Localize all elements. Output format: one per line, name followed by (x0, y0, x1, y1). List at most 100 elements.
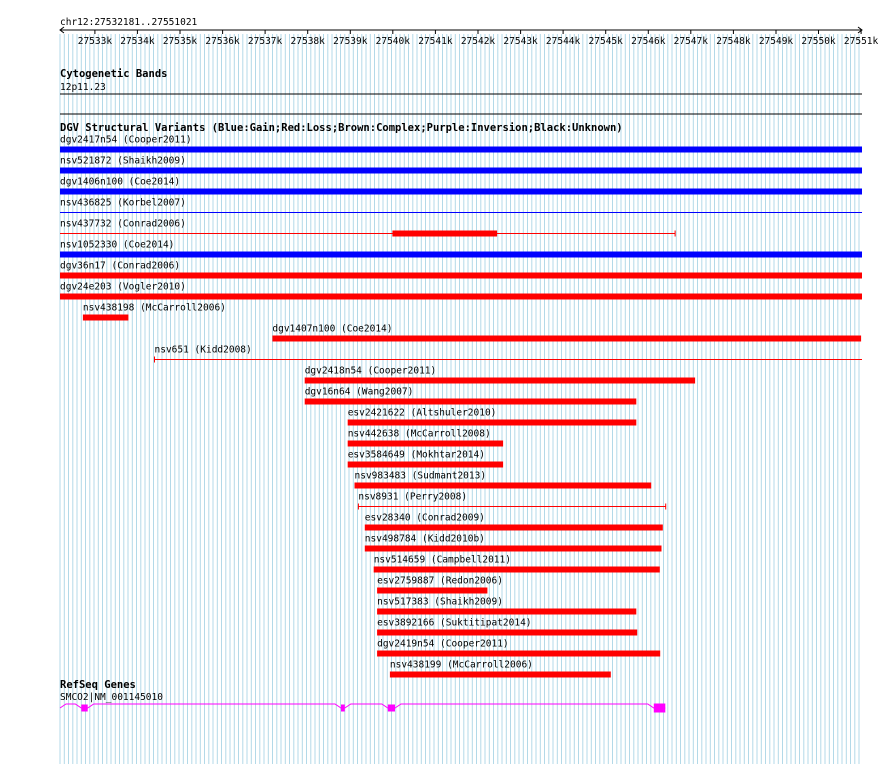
ruler-tick-label: 27549k (759, 36, 794, 47)
variant-label: nsv437732 (Conrad2006) (60, 219, 186, 230)
variant-label: esv2759887 (Redon2006) (377, 576, 503, 587)
variant-feature[interactable]: dgv16n64 (Wang2007) (304, 387, 637, 405)
ruler-axis (59, 26, 863, 34)
variant-block[interactable] (392, 230, 498, 237)
variant-bar[interactable] (347, 419, 637, 426)
ruler-left-arrow (59, 26, 65, 34)
variant-label: nsv8931 (Perry2008) (358, 492, 467, 503)
variant-feature[interactable]: nsv438199 (McCarroll2006) (389, 660, 611, 678)
gene-exon[interactable] (387, 704, 395, 712)
variant-feature[interactable]: nsv8931 (Perry2008) (357, 492, 667, 510)
variant-feature[interactable]: nsv521872 (Shaikh2009) (60, 156, 862, 174)
ruler-tick-label: 27536k (205, 36, 240, 47)
variant-feature[interactable]: nsv442638 (McCarroll2008) (347, 429, 504, 447)
variant-label: nsv514659 (Campbell2011) (374, 555, 511, 566)
variant-feature[interactable]: dgv1407n100 (Coe2014) (272, 324, 862, 342)
ruler-tick-label: 27533k (78, 36, 113, 47)
variant-bar[interactable] (347, 440, 504, 447)
variant-feature[interactable]: esv3892166 (Suktitipat2014) (377, 618, 638, 636)
variant-bar[interactable] (377, 587, 488, 594)
variant-feature[interactable]: nsv1052330 (Coe2014) (60, 240, 862, 258)
refseq-gene-model[interactable] (59, 703, 666, 713)
variant-bar[interactable] (354, 482, 652, 489)
variant-label: nsv498784 (Kidd2010b) (365, 534, 485, 545)
ruler-tick-label: 27539k (333, 36, 368, 47)
ruler-tick-label: 27542k (461, 36, 496, 47)
refseq-title[interactable]: RefSeq Genes (60, 679, 136, 691)
variant-bar[interactable] (272, 335, 862, 342)
variant-bar[interactable] (389, 671, 611, 678)
refseq-gene-label: SMCO2|NM_001145010 (60, 692, 163, 703)
variant-feature[interactable]: nsv517383 (Shaikh2009) (377, 597, 637, 615)
cytoband-title[interactable]: Cytogenetic Bands (60, 68, 167, 80)
ruler-tick-label: 27551k (844, 36, 879, 47)
variant-feature[interactable]: esv2421622 (Altshuler2010) (347, 408, 637, 426)
variant-label: dgv2418n54 (Cooper2011) (305, 366, 437, 377)
variant-bar[interactable] (304, 377, 696, 384)
variant-feature[interactable]: esv2759887 (Redon2006) (377, 576, 503, 594)
variant-label: esv3584649 (Mokhtar2014) (348, 450, 485, 461)
variant-label: dgv1407n100 (Coe2014) (272, 324, 392, 335)
ruler-tick-label: 27546k (631, 36, 666, 47)
variant-feature[interactable]: dgv1406n100 (Coe2014) (60, 177, 862, 195)
variant-bar[interactable] (60, 146, 862, 153)
ruler-tick-label: 27537k (248, 36, 283, 47)
variant-bar[interactable] (60, 167, 862, 174)
variant-label: dgv2417n54 (Cooper2011) (60, 135, 192, 146)
ruler-tick-label: 27545k (589, 36, 624, 47)
variant-feature[interactable]: nsv651 (Kidd2008) (154, 345, 863, 363)
variant-label: esv2421622 (Altshuler2010) (348, 408, 497, 419)
variant-feature[interactable]: nsv514659 (Campbell2011) (373, 555, 660, 573)
variant-feature[interactable]: dgv2417n54 (Cooper2011) (60, 135, 862, 153)
variant-feature[interactable]: dgv2418n54 (Cooper2011) (304, 366, 696, 384)
variant-label: dgv24e203 (Vogler2010) (60, 282, 186, 293)
variant-bar[interactable] (60, 188, 862, 195)
variant-bar[interactable] (377, 608, 637, 615)
ruler-tick-label: 27544k (546, 36, 581, 47)
variant-bar[interactable] (364, 524, 663, 531)
ruler-tick-label: 27541k (418, 36, 453, 47)
variant-bar[interactable] (373, 566, 660, 573)
variant-bar[interactable] (60, 272, 862, 279)
ruler-tick-label: 27538k (291, 36, 326, 47)
variant-label: esv3892166 (Suktitipat2014) (377, 618, 531, 629)
variant-label: nsv1052330 (Coe2014) (60, 240, 174, 251)
gene-exon[interactable] (81, 704, 88, 712)
dgv-title[interactable]: DGV Structural Variants (Blue:Gain;Red:L… (60, 122, 623, 134)
variant-feature[interactable]: dgv2419n54 (Cooper2011) (377, 639, 661, 657)
variant-bar[interactable] (377, 650, 661, 657)
gene-exon[interactable] (341, 704, 345, 712)
ruler-ticks: 27533k 27534k 27535k 27536k 27537k 27538k 2753… (78, 30, 879, 47)
dgv-features: dgv2417n54 (Cooper2011) nsv521872 (Shaikh… (60, 135, 862, 678)
variant-feature[interactable]: esv3584649 (Mokhtar2014) (347, 450, 504, 468)
variant-label: esv28340 (Conrad2009) (365, 513, 485, 524)
variant-feature[interactable]: esv28340 (Conrad2009) (364, 513, 663, 531)
variant-label: nsv983483 (Sudmant2013) (355, 471, 487, 482)
variant-bar[interactable] (347, 461, 504, 468)
variant-label: nsv442638 (McCarroll2008) (348, 429, 491, 440)
ruler-tick-label: 27550k (801, 36, 836, 47)
variant-feature[interactable]: nsv437732 (Conrad2006) (60, 219, 676, 237)
variant-feature[interactable]: dgv24e203 (Vogler2010) (60, 282, 862, 300)
variant-feature[interactable]: nsv436825 (Korbel2007) (60, 198, 862, 213)
variant-feature[interactable]: nsv498784 (Kidd2010b) (364, 534, 662, 552)
variant-feature[interactable]: nsv438198 (McCarroll2006) (82, 303, 226, 321)
cytoband-label: 12p11.23 (60, 82, 106, 93)
ruler-right-arrow (857, 26, 863, 34)
variant-feature[interactable]: nsv983483 (Sudmant2013) (354, 471, 652, 489)
variant-bar[interactable] (82, 314, 129, 321)
variant-bar[interactable] (304, 398, 637, 405)
gene-exon[interactable] (653, 703, 666, 713)
variant-label: nsv436825 (Korbel2007) (60, 198, 186, 209)
ruler-tick-label: 27534k (120, 36, 155, 47)
variant-feature[interactable]: dgv36n17 (Conrad2006) (60, 261, 862, 279)
variant-bar[interactable] (377, 629, 638, 636)
variant-label: nsv521872 (Shaikh2009) (60, 156, 186, 167)
variant-label: nsv438198 (McCarroll2006) (83, 303, 226, 314)
variant-bar[interactable] (364, 545, 662, 552)
variant-label: nsv651 (Kidd2008) (155, 345, 252, 356)
variant-bar[interactable] (60, 293, 862, 300)
ruler-tick-label: 27548k (716, 36, 751, 47)
variant-bar[interactable] (60, 251, 862, 258)
